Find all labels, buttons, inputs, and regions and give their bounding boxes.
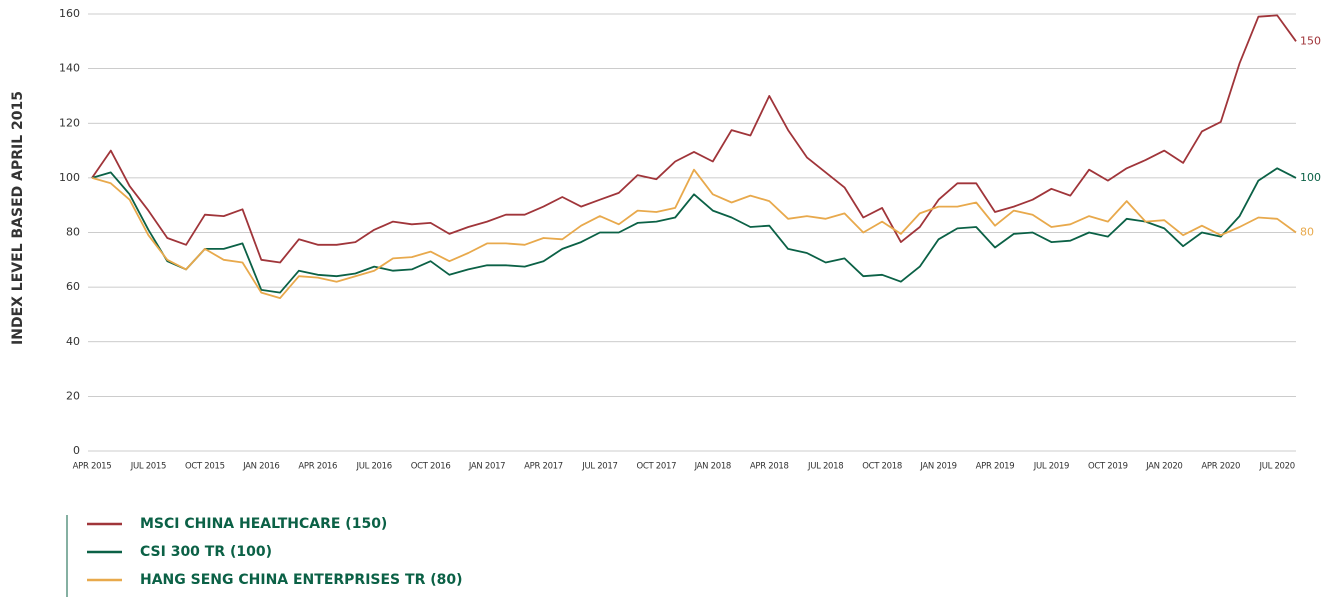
x-tick-label: JUL 2017 xyxy=(581,462,617,472)
x-tick-label: APR 2019 xyxy=(976,462,1015,472)
legend-label: MSCI CHINA HEALTHCARE (150) xyxy=(140,516,387,532)
x-tick-label: APR 2020 xyxy=(1201,462,1240,472)
x-tick-label: JUL 2019 xyxy=(1033,462,1069,472)
y-tick-label: 0 xyxy=(73,444,80,457)
end-label: 80 xyxy=(1300,226,1314,239)
y-tick-label: 140 xyxy=(59,62,80,75)
x-tick-label: JUL 2020 xyxy=(1258,462,1294,472)
series-line xyxy=(91,14,1297,264)
y-tick-label: 40 xyxy=(66,335,80,348)
x-tick-label: JAN 2017 xyxy=(468,462,505,472)
x-tick-label: OCT 2015 xyxy=(185,462,225,472)
x-tick-label: OCT 2017 xyxy=(636,462,676,472)
x-tick-label: APR 2018 xyxy=(750,462,789,472)
x-tick-label: JUL 2015 xyxy=(130,462,166,472)
y-tick-label: 60 xyxy=(66,280,80,293)
x-tick-label: APR 2015 xyxy=(73,462,112,472)
legend-label: HANG SENG CHINA ENTERPRISES TR (80) xyxy=(140,572,463,588)
end-label: 150 xyxy=(1300,34,1321,47)
x-tick-label: OCT 2016 xyxy=(411,462,451,472)
x-tick-label: APR 2017 xyxy=(524,462,563,472)
x-tick-label: JAN 2020 xyxy=(1145,462,1182,472)
series-line xyxy=(91,167,1297,294)
x-tick-label: APR 2016 xyxy=(298,462,337,472)
end-label: 100 xyxy=(1300,171,1321,184)
x-tick-label: OCT 2018 xyxy=(862,462,902,472)
legend-label: CSI 300 TR (100) xyxy=(140,544,272,560)
y-tick-label: 80 xyxy=(66,226,80,239)
x-tick-label: JUL 2016 xyxy=(355,462,391,472)
x-tick-label: JUL 2018 xyxy=(807,462,843,472)
series-line xyxy=(91,168,1297,299)
x-tick-label: OCT 2019 xyxy=(1088,462,1128,472)
y-tick-label: 160 xyxy=(59,7,80,20)
y-tick-label: 120 xyxy=(59,116,80,129)
y-tick-label: 20 xyxy=(66,389,80,402)
x-tick-label: JAN 2019 xyxy=(919,462,956,472)
x-tick-label: JAN 2016 xyxy=(242,462,279,472)
x-tick-label: JAN 2018 xyxy=(694,462,731,472)
y-axis-label: INDEX LEVEL BASED APRIL 2015 xyxy=(10,91,26,345)
y-tick-label: 100 xyxy=(59,171,80,184)
